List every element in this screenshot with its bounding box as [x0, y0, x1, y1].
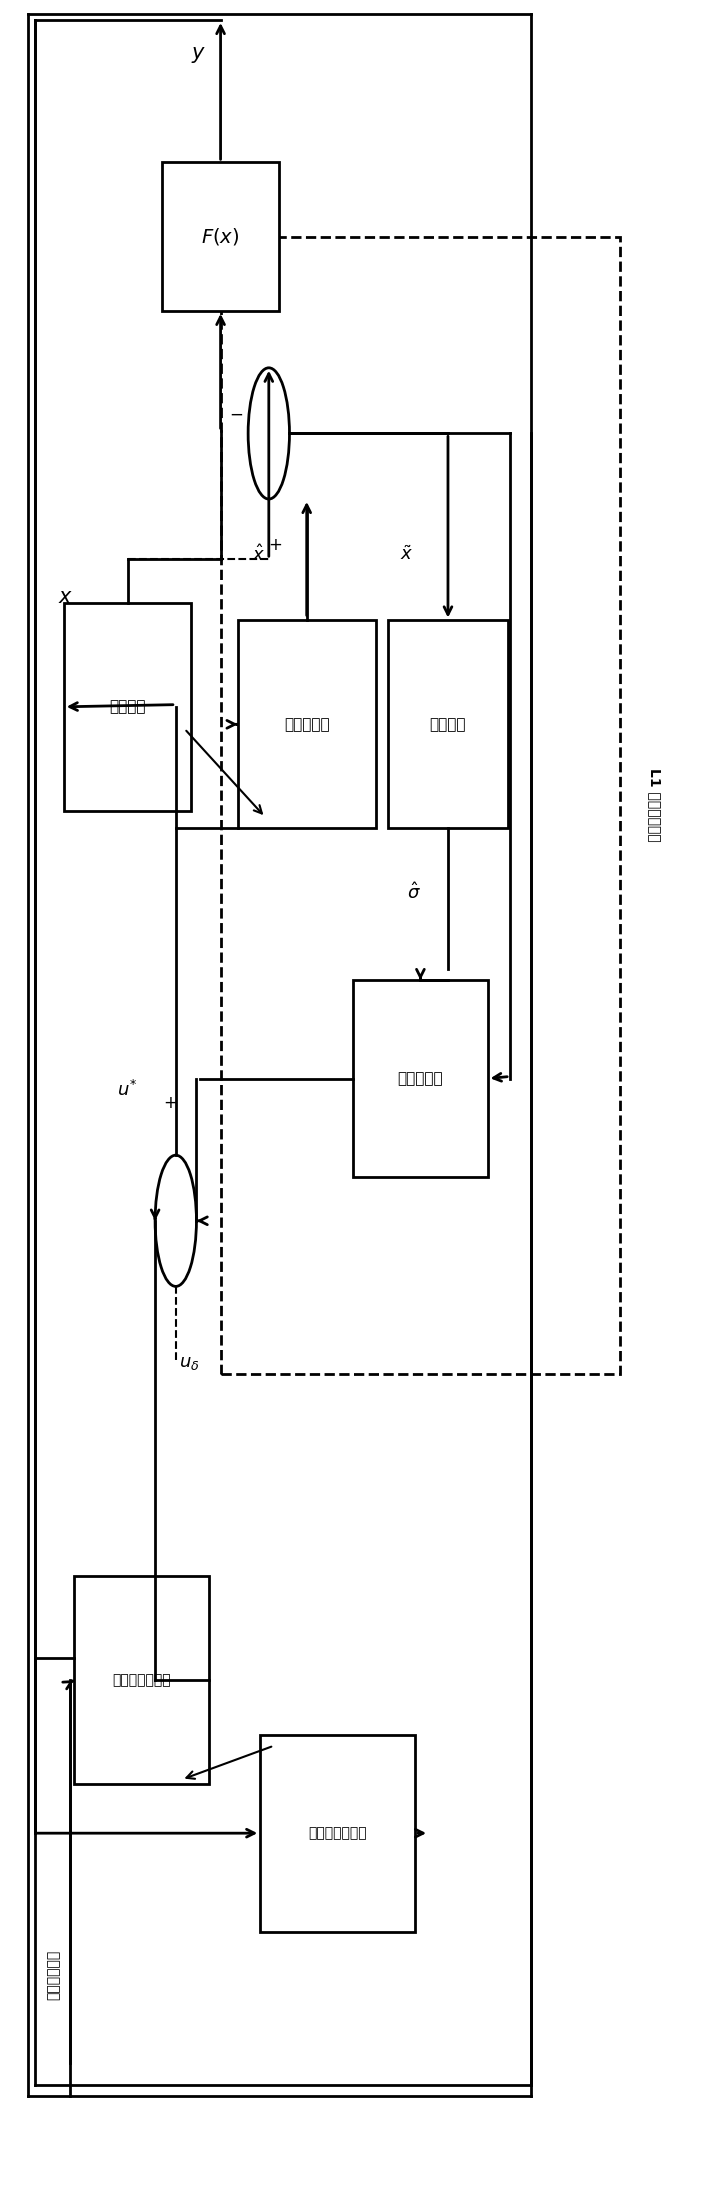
- Circle shape: [155, 1156, 196, 1285]
- Text: 负荷指令信号: 负荷指令信号: [46, 1950, 60, 2001]
- FancyBboxPatch shape: [74, 1576, 209, 1785]
- FancyBboxPatch shape: [162, 163, 279, 310]
- Text: 补偿控制律: 补偿控制律: [398, 1072, 443, 1085]
- Text: $u_\delta$: $u_\delta$: [179, 1354, 200, 1371]
- Text: $-$: $-$: [228, 405, 243, 423]
- Text: $+$: $+$: [162, 1094, 176, 1112]
- Text: $y$: $y$: [191, 44, 206, 66]
- Text: $\hat{x}$: $\hat{x}$: [252, 544, 265, 566]
- FancyBboxPatch shape: [353, 979, 488, 1178]
- Text: L1 自适应控制器: L1 自适应控制器: [647, 768, 662, 843]
- Text: $u^{*}$: $u^{*}$: [117, 1078, 138, 1100]
- Text: 机炉系统: 机炉系统: [109, 700, 146, 715]
- FancyBboxPatch shape: [387, 621, 508, 828]
- Text: $x$: $x$: [58, 588, 73, 607]
- Text: $\hat{\sigma}$: $\hat{\sigma}$: [406, 883, 420, 902]
- Text: $+$: $+$: [268, 537, 282, 555]
- Text: 局部线性化模型: 局部线性化模型: [309, 1827, 367, 1840]
- Text: 经济性预测控制: 经济性预测控制: [112, 1673, 171, 1688]
- Circle shape: [248, 368, 290, 500]
- Text: $\tilde{x}$: $\tilde{x}$: [400, 546, 413, 563]
- FancyBboxPatch shape: [260, 1734, 415, 1932]
- FancyBboxPatch shape: [64, 603, 191, 810]
- FancyBboxPatch shape: [238, 621, 375, 828]
- Text: 状态观测器: 状态观测器: [284, 718, 330, 731]
- Text: 自适应律: 自适应律: [430, 718, 466, 731]
- Text: $F(x)$: $F(x)$: [201, 227, 240, 247]
